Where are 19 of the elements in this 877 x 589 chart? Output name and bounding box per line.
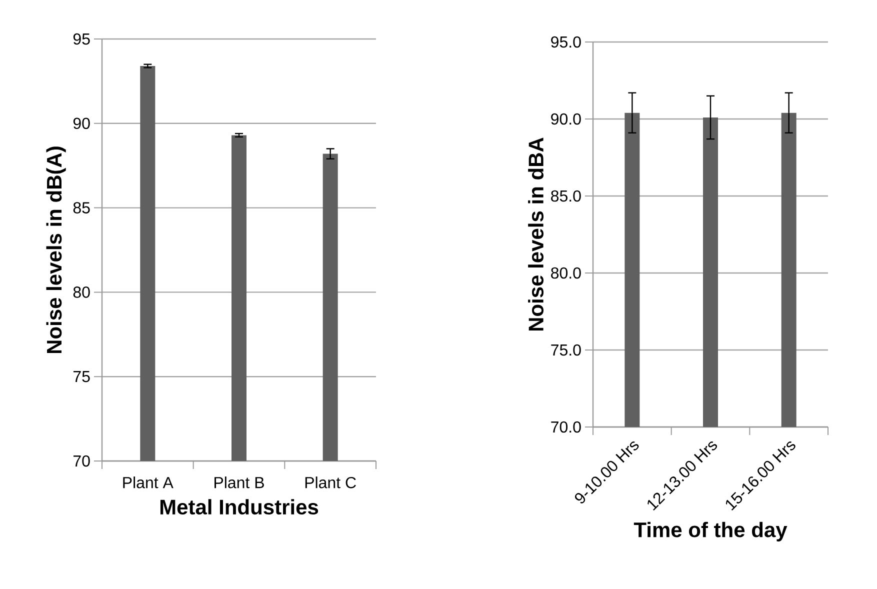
y-tick-label: 95.0 (551, 36, 581, 48)
y-tick-label: 90.0 (551, 113, 581, 125)
y-tick-label: 80 (73, 286, 90, 298)
x-tick-label: Plant A (123, 476, 174, 488)
y-tick-label: 75.0 (551, 344, 581, 356)
x-axis-title: Metal Industries (160, 499, 318, 515)
y-tick-label: 75 (74, 371, 90, 382)
y-tick-label: 80.0 (551, 267, 581, 279)
y-tick-label: 90 (73, 118, 90, 130)
y-axis-title: Noise levels in dBA (528, 138, 544, 331)
y-tick-label: 70.0 (551, 421, 581, 433)
y-axis-title: Noise levels in dB(A) (46, 146, 66, 354)
y-tick-label: 95 (73, 33, 90, 45)
y-tick-label: 85.0 (551, 190, 581, 202)
x-axis-title: Time of the day (634, 522, 788, 542)
y-tick-label: 85 (73, 202, 90, 214)
x-tick-label: Plant B (214, 476, 264, 488)
x-tick-label: Plant C (305, 476, 356, 488)
y-tick-label: 70 (74, 455, 90, 467)
